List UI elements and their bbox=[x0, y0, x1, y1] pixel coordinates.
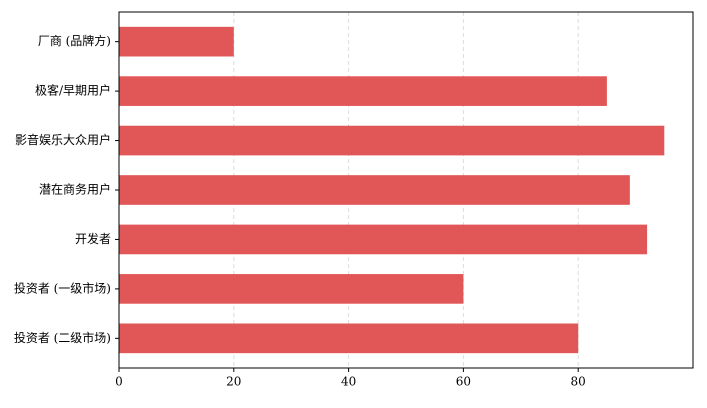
y-tick-label: 开发者 bbox=[75, 231, 111, 246]
y-tick-label: 投资者 (一级市场) bbox=[14, 280, 111, 295]
bar bbox=[119, 224, 648, 255]
plot-frame bbox=[118, 11, 694, 369]
x-tick-label: 40 bbox=[341, 375, 356, 389]
x-tick-label: 60 bbox=[456, 375, 471, 389]
bar bbox=[119, 323, 579, 354]
y-tick-label: 极客/早期用户 bbox=[35, 83, 111, 98]
bar bbox=[119, 274, 464, 304]
bar bbox=[119, 175, 630, 205]
y-tick-label: 潜在商务用户 bbox=[39, 182, 111, 197]
x-tick-label: 0 bbox=[115, 375, 123, 389]
x-tick-label: 20 bbox=[226, 375, 241, 389]
y-tick-label: 厂商 (品牌方) bbox=[38, 33, 111, 48]
y-tick-label: 投资者 (二级市场) bbox=[14, 330, 111, 345]
bar bbox=[119, 76, 607, 106]
y-tick-label: 影音娱乐大众用户 bbox=[15, 132, 111, 147]
x-tick-label: 80 bbox=[571, 375, 586, 389]
bar bbox=[119, 125, 665, 156]
bar bbox=[119, 26, 234, 57]
